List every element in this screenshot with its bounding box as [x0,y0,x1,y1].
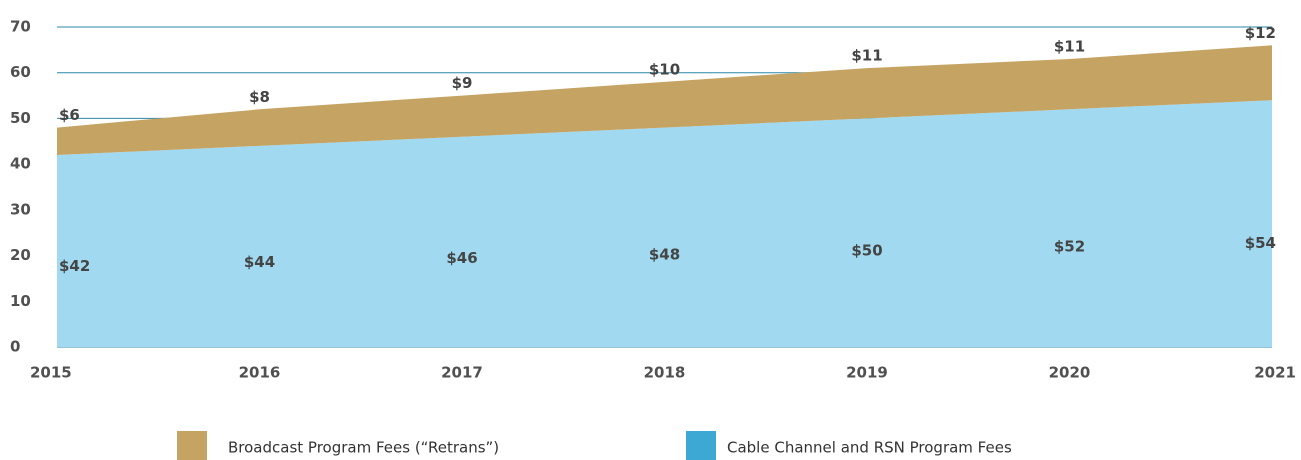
value-label: $6 [59,106,80,124]
y-tick-label: 60 [10,63,31,81]
area [57,45,1272,155]
value-label: $10 [649,60,680,78]
value-label: $50 [851,242,882,260]
y-tick-label: 20 [10,246,31,264]
legend-label: Cable Channel and RSN Program Fees [727,439,1012,457]
x-tick-label: 2018 [644,364,686,382]
legend-label: Broadcast Program Fees (“Retrans”) [228,439,499,457]
value-label: $48 [649,245,680,263]
y-tick-label: 40 [10,155,31,173]
y-tick-label: 70 [10,18,31,36]
y-tick-label: 10 [10,292,31,310]
x-tick-label: 2020 [1049,364,1091,382]
x-tick-label: 2017 [441,364,483,382]
value-label: $11 [1054,38,1085,56]
area [57,100,1272,348]
value-label: $44 [244,253,275,271]
value-label: $54 [1245,234,1276,252]
value-label: $9 [452,74,473,92]
x-tick-label: 2019 [846,364,888,382]
legend-swatch [177,431,207,460]
value-label: $12 [1245,24,1276,42]
value-label: $52 [1054,238,1085,256]
legend-swatch [686,431,716,460]
value-label: $11 [851,47,882,65]
y-tick-label: 50 [10,109,31,127]
value-label: $46 [446,249,477,267]
value-label: $8 [249,88,270,106]
value-label: $42 [59,257,90,275]
x-tick-label: 2015 [30,364,72,382]
y-tick-label: 30 [10,200,31,218]
x-tick-label: 2016 [239,364,281,382]
x-tick-label: 2021 [1254,364,1296,382]
y-tick-label: 0 [10,338,20,356]
